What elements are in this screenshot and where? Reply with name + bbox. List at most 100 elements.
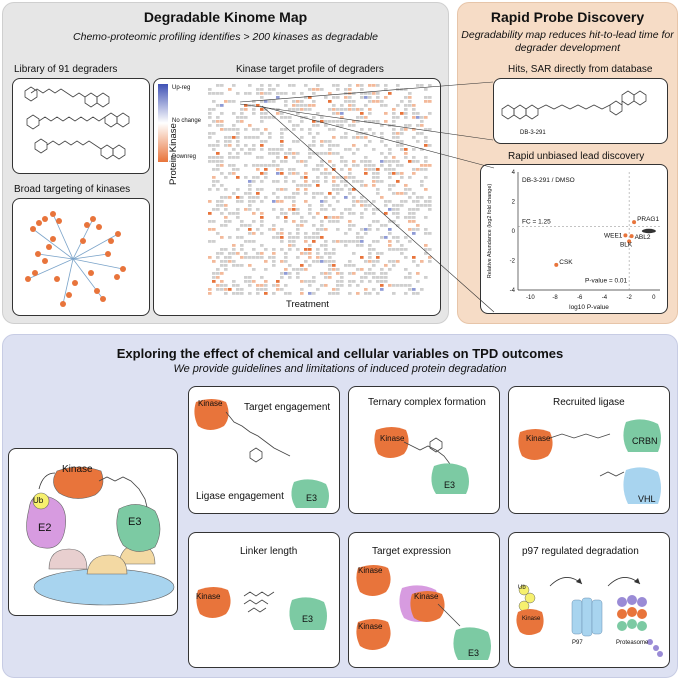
- heatmap-cell: [236, 228, 240, 231]
- heatmap-cell: [244, 152, 248, 155]
- heatmap-cell: [424, 140, 428, 143]
- heatmap-cell: [356, 284, 360, 287]
- heatmap-cell: [388, 232, 392, 235]
- heatmap-cell: [364, 132, 368, 135]
- heatmap-cell: [312, 152, 316, 155]
- heatmap-cell: [360, 244, 364, 247]
- heatmap-cell: [348, 228, 352, 231]
- heatmap-cell: [260, 232, 264, 235]
- heatmap-cell: [412, 148, 416, 151]
- heatmap-cell: [224, 196, 228, 199]
- heatmap-cell: [208, 228, 212, 231]
- heatmap-cell: [312, 260, 316, 263]
- heatmap-cell: [292, 84, 296, 87]
- heatmap-cell: [404, 124, 408, 127]
- heatmap-cell: [332, 220, 336, 223]
- heatmap-cell: [384, 112, 388, 115]
- heatmap-cell: [352, 224, 356, 227]
- heatmap-cell: [328, 220, 332, 223]
- heatmap-cell: [228, 212, 232, 215]
- heatmap-cell: [424, 160, 428, 163]
- heatmap-cell: [308, 132, 312, 135]
- heatmap-cell: [428, 128, 432, 131]
- heatmap-cell: [364, 232, 368, 235]
- heatmap-cell: [308, 184, 312, 187]
- heatmap-cell: [388, 164, 392, 167]
- heatmap-cell: [224, 208, 228, 211]
- heatmap-cell: [292, 108, 296, 111]
- heatmap-cell: [288, 168, 292, 171]
- heatmap-cell: [388, 152, 392, 155]
- heatmap-cell: [220, 104, 224, 107]
- heatmap-cell: [344, 208, 348, 211]
- heatmap-cell: [316, 88, 320, 91]
- heatmap-cell: [408, 104, 412, 107]
- heatmap-cell: [356, 268, 360, 271]
- heatmap-cell: [292, 92, 296, 95]
- heatmap-cell: [284, 220, 288, 223]
- heatmap-cell: [332, 84, 336, 87]
- heatmap-cell: [376, 100, 380, 103]
- overview-kinase-label: Kinase: [62, 464, 93, 475]
- heatmap-cell: [372, 132, 376, 135]
- heatmap-cell: [412, 156, 416, 159]
- heatmap-cell: [404, 256, 408, 259]
- heatmap-cell: [356, 232, 360, 235]
- heatmap-cell: [396, 204, 400, 207]
- heatmap-cell: [256, 192, 260, 195]
- heatmap-cell: [348, 148, 352, 151]
- heatmap-cell: [268, 132, 272, 135]
- heatmap-cell: [272, 248, 276, 251]
- heatmap-cell: [388, 184, 392, 187]
- heatmap-cell: [252, 196, 256, 199]
- heatmap-cell: [272, 264, 276, 267]
- heatmap-cell: [248, 264, 252, 267]
- heatmap-cell: [212, 92, 216, 95]
- heatmap-cell: [412, 128, 416, 131]
- heatmap-cell: [372, 288, 376, 291]
- heatmap-cell: [240, 220, 244, 223]
- heatmap-cell: [324, 244, 328, 247]
- heatmap-cell: [260, 92, 264, 95]
- heatmap-cell: [280, 228, 284, 231]
- heatmap-cell: [360, 204, 364, 207]
- heatmap-cell: [316, 236, 320, 239]
- heatmap-cell: [308, 292, 312, 295]
- target-engagement-label: Target engagement: [244, 402, 331, 413]
- heatmap-cell: [400, 200, 404, 203]
- heatmap-cell: [300, 252, 304, 255]
- heatmap-cell: [344, 132, 348, 135]
- heatmap-cell: [368, 272, 372, 275]
- heatmap-cell: [412, 292, 416, 295]
- heatmap-cell: [356, 236, 360, 239]
- heatmap-cell: [212, 100, 216, 103]
- y-tick-label: -4: [510, 288, 516, 294]
- heatmap-cell: [284, 176, 288, 179]
- heatmap-cell: [360, 116, 364, 119]
- heatmap-cell: [216, 140, 220, 143]
- linker-label: Linker length: [240, 546, 298, 557]
- heatmap-cell: [340, 280, 344, 283]
- hits-label: Hits, SAR directly from database: [508, 64, 653, 75]
- heatmap-cell: [356, 108, 360, 111]
- heatmap-cell: [296, 224, 300, 227]
- heatmap-cell: [208, 212, 212, 215]
- heatmap-cell: [384, 84, 388, 87]
- heatmap-cell: [424, 96, 428, 99]
- heatmap-cell: [308, 256, 312, 259]
- heatmap-cell: [308, 144, 312, 147]
- heatmap-cell: [260, 276, 264, 279]
- heatmap-cell: [380, 132, 384, 135]
- heatmap-cell: [236, 128, 240, 131]
- heatmap-cell: [328, 172, 332, 175]
- heatmap-cell: [236, 196, 240, 199]
- heatmap-cell: [328, 252, 332, 255]
- heatmap-cell: [220, 112, 224, 115]
- heatmap-cell: [312, 276, 316, 279]
- heatmap-cell: [212, 220, 216, 223]
- heatmap-cell: [404, 128, 408, 131]
- heatmap-cell: [320, 256, 324, 259]
- heatmap-cell: [224, 224, 228, 227]
- heatmap-cell: [268, 136, 272, 139]
- heatmap-cell: [316, 212, 320, 215]
